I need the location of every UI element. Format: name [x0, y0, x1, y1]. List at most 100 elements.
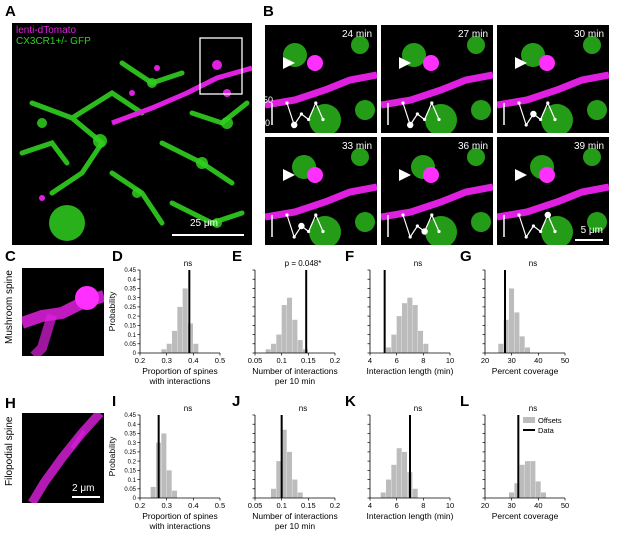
- x-tick-label: 30: [507, 356, 515, 365]
- x-axis-label: Percent coverage: [492, 511, 559, 521]
- scale-label-h: 2 μm: [72, 483, 95, 494]
- y-tick-label: 0.2: [128, 459, 137, 465]
- histogram-bar: [509, 492, 515, 498]
- inset-ytick-top: 50: [265, 95, 274, 105]
- x-axis-label: Number of interactions: [252, 366, 338, 376]
- x-tick-label: 0.2: [135, 501, 145, 510]
- x-axis-label: with interactions: [149, 521, 211, 531]
- y-tick-label: 0.3: [128, 296, 137, 302]
- inset-point: [423, 117, 427, 122]
- inset-point: [407, 121, 414, 129]
- histogram-bar: [188, 323, 194, 353]
- x-tick-label: 10: [446, 356, 454, 365]
- histogram-bar: [514, 312, 520, 353]
- inset-point: [544, 211, 551, 219]
- histogram-bar: [172, 330, 178, 353]
- x-axis-label: Interaction length (min): [367, 511, 454, 521]
- x-tick-label: 0.2: [330, 501, 340, 510]
- panel-a-image: [12, 23, 252, 245]
- y-tick-label: 0.45: [124, 413, 136, 419]
- x-axis-label: Percent coverage: [492, 366, 559, 376]
- x-tick-label: 6: [395, 356, 399, 365]
- y-tick-label: 0.3: [128, 441, 137, 447]
- inset-point: [430, 101, 434, 105]
- histogram-bar: [386, 347, 392, 353]
- x-tick-label: 6: [395, 501, 399, 510]
- inset-point: [437, 117, 441, 122]
- x-axis-label: per 10 min: [275, 376, 315, 386]
- inset-point: [421, 228, 428, 235]
- scale-bar-h: [72, 496, 100, 498]
- histogram-bar: [161, 433, 167, 498]
- histogram-bar: [276, 461, 282, 498]
- y-tick-label: 0.15: [124, 324, 136, 330]
- histogram-e: 0.05 0.1 0.15 0.2 p = 0.048* Number of intera…: [248, 259, 341, 386]
- timelapse-frame: 39 min 5 μm: [497, 137, 609, 245]
- histogram-bar: [391, 464, 397, 498]
- histogram-bar: [498, 343, 504, 353]
- inset-point: [285, 213, 289, 217]
- significance-label: ns: [184, 259, 192, 268]
- inset-point: [524, 235, 528, 239]
- filopodial-spine-label: Filopodial spine: [4, 416, 15, 487]
- timelapse-frame: 30 min: [497, 25, 609, 133]
- x-tick-label: 0.1: [276, 501, 286, 510]
- y-tick-label: 0.2: [128, 314, 137, 320]
- y-tick-label: 0.4: [128, 277, 137, 283]
- histogram-bar: [287, 451, 293, 498]
- timelapse-frame-image: [265, 137, 377, 245]
- histogram-bar: [271, 488, 277, 498]
- panel-letter-d: D: [112, 248, 123, 265]
- x-tick-label: 0.2: [135, 356, 145, 365]
- histogram-bar: [386, 479, 392, 498]
- timelapse-time-label: 24 min: [341, 29, 372, 40]
- x-tick-label: 0.15: [301, 501, 316, 510]
- x-tick-label: 50: [561, 356, 569, 365]
- significance-label: ns: [414, 259, 422, 268]
- panel-c-micrograph: [22, 268, 104, 356]
- inset-point: [314, 101, 318, 105]
- panel-h-micrograph: 2 μm: [22, 413, 104, 503]
- x-tick-label: 40: [534, 501, 542, 510]
- inset-box: [199, 37, 243, 95]
- inset-point: [285, 101, 289, 105]
- histogram-bar: [297, 340, 303, 353]
- histogram-bar: [541, 492, 547, 498]
- inset-ytick-bottom: 0: [265, 118, 271, 128]
- x-tick-label: 0.1: [276, 356, 286, 365]
- y-tick-label: 0.05: [124, 487, 136, 493]
- histogram-bar: [396, 448, 402, 498]
- significance-label: ns: [529, 404, 537, 413]
- inset-point: [531, 224, 535, 228]
- inset-point: [517, 101, 521, 105]
- histogram-bar: [271, 343, 277, 353]
- histogram-bar: [297, 492, 303, 498]
- inset-point: [299, 112, 303, 116]
- histogram-bar: [161, 349, 167, 353]
- inset-point: [307, 117, 311, 122]
- histogram-bar: [412, 305, 418, 353]
- histogram-bar: [525, 461, 531, 498]
- panel-letter-h: H: [5, 395, 16, 412]
- inset-point: [415, 224, 419, 228]
- y-tick-label: 0.05: [124, 342, 136, 348]
- panel-letter-k: K: [345, 393, 356, 410]
- filopodial-spine-image: [22, 413, 104, 503]
- panel-letter-g: G: [460, 248, 472, 265]
- histogram-bar: [391, 334, 397, 353]
- timelapse-frame: 27 min: [381, 25, 493, 133]
- histogram-bar: [166, 470, 172, 498]
- inset-point: [298, 222, 305, 230]
- histogram-bar: [276, 334, 282, 353]
- x-axis-label: with interactions: [149, 376, 211, 386]
- histogram-bar: [412, 488, 418, 498]
- significance-label: p = 0.048*: [285, 259, 322, 268]
- y-tick-label: 0.25: [124, 305, 136, 311]
- histogram-k: 4 6 8 10 ns Interaction length (min): [367, 404, 455, 521]
- histogram-bar: [281, 429, 287, 498]
- timelapse-time-label: 27 min: [457, 29, 488, 40]
- histogram-bar: [418, 330, 424, 353]
- y-axis-label: Probability: [107, 436, 117, 476]
- y-tick-label: 0.1: [128, 333, 137, 339]
- x-tick-label: 0.3: [161, 356, 171, 365]
